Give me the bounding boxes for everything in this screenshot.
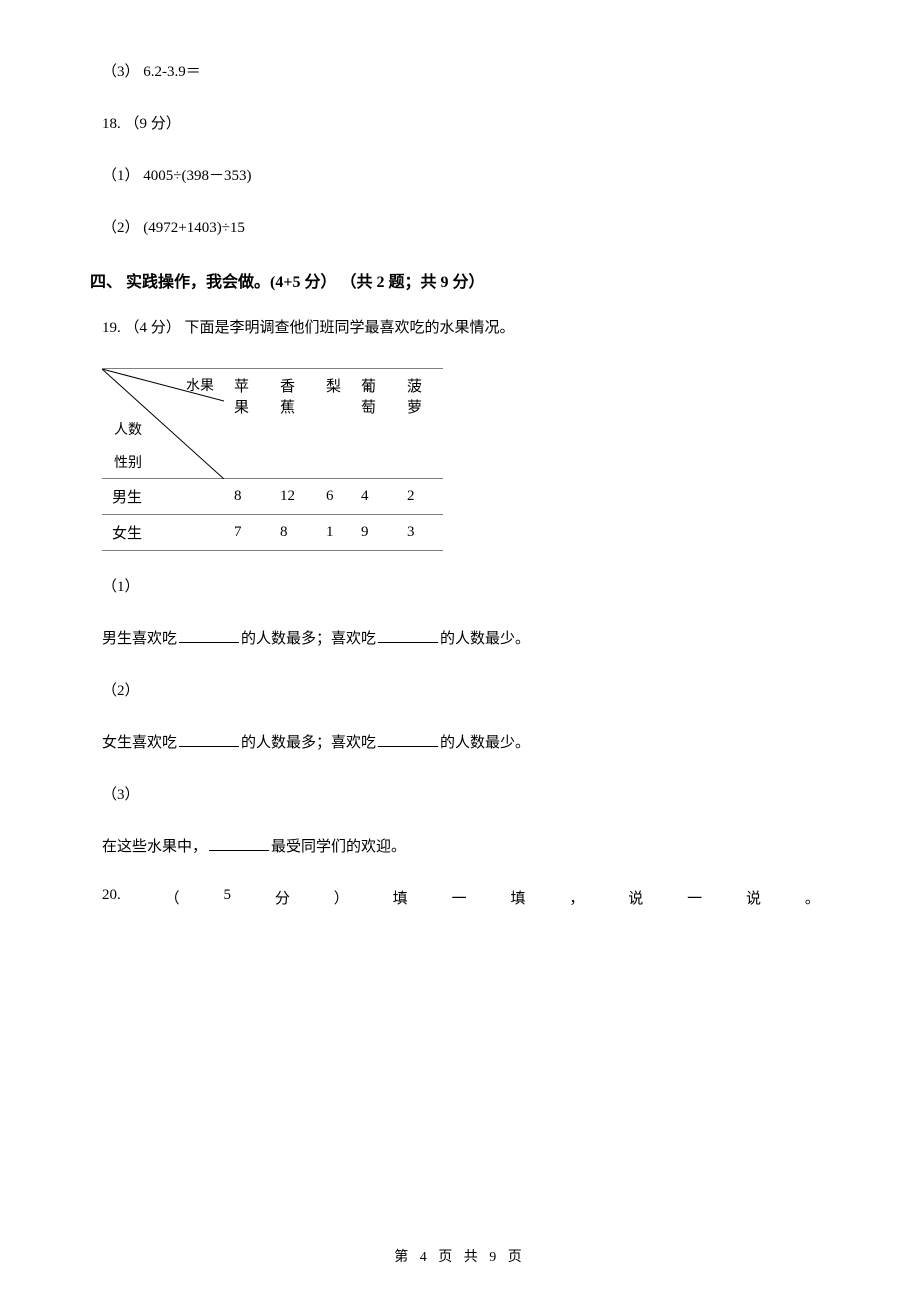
q20-line: 20. （ 5 分 ） 填 一 填 ， 说 一 说 。 <box>90 887 830 908</box>
table-row: 男生 8 12 6 4 2 <box>102 479 443 515</box>
c: （ <box>165 887 180 908</box>
c: 填 <box>393 887 408 908</box>
q18-sub1: （1） 4005÷(398－353) <box>90 164 830 188</box>
q19-head: 19. （4 分） 下面是李明调查他们班同学最喜欢吃的水果情况。 <box>90 316 830 340</box>
diag-label-mid: 人数 <box>114 419 142 439</box>
col-header: 葡萄 <box>351 369 397 479</box>
c: 说 <box>746 887 761 908</box>
col-header: 香蕉 <box>270 369 316 479</box>
c: 填 <box>510 887 525 908</box>
table-row: 水果 人数 性别 苹果 香蕉 梨 葡萄 菠萝 <box>102 369 443 479</box>
table-cell: 6 <box>316 479 351 515</box>
q17-sub3: （3） 6.2‐3.9＝ <box>90 60 830 84</box>
c: 分 <box>275 887 290 908</box>
diag-label-bot: 性别 <box>114 452 142 472</box>
row-label: 女生 <box>102 515 224 551</box>
diag-label-top: 水果 <box>186 375 214 395</box>
q19-2-text: 女生喜欢吃 的人数最多；喜欢吃 的人数最少。 <box>90 731 830 755</box>
table-cell: 7 <box>224 515 270 551</box>
row-label: 男生 <box>102 479 224 515</box>
diagonal-header-cell: 水果 人数 性别 <box>102 369 224 479</box>
q19-1-text: 男生喜欢吃 的人数最多；喜欢吃 的人数最少。 <box>90 627 830 651</box>
text: 的人数最多；喜欢吃 <box>241 735 376 751</box>
table-cell: 12 <box>270 479 316 515</box>
section4-head: 四、 实践操作，我会做。(4+5 分） （共 2 题；共 9 分） <box>90 268 830 292</box>
text: 男生喜欢吃 <box>102 631 177 647</box>
blank <box>378 733 438 747</box>
q19-3-num: （3） <box>90 783 830 807</box>
c: 一 <box>687 887 702 908</box>
table-cell: 4 <box>351 479 397 515</box>
col-header: 梨 <box>316 369 351 479</box>
c: ） <box>334 887 349 908</box>
table-cell: 2 <box>397 479 443 515</box>
text: 的人数最少。 <box>440 631 530 647</box>
blank <box>209 837 269 851</box>
q19-3-text: 在这些水果中， 最受同学们的欢迎。 <box>90 835 830 859</box>
c: 。 <box>805 887 820 908</box>
c: ， <box>569 887 584 908</box>
c: 一 <box>452 887 467 908</box>
col-header: 菠萝 <box>397 369 443 479</box>
q19-2-num: （2） <box>90 679 830 703</box>
table-cell: 8 <box>224 479 270 515</box>
blank <box>179 629 239 643</box>
q19-1-num: （1） <box>90 575 830 599</box>
table-cell: 3 <box>397 515 443 551</box>
c: 5 <box>224 887 232 908</box>
page-footer: 第 4 页 共 9 页 <box>0 1246 920 1266</box>
text: 在这些水果中， <box>102 839 207 855</box>
table-cell: 8 <box>270 515 316 551</box>
text: 女生喜欢吃 <box>102 735 177 751</box>
blank <box>378 629 438 643</box>
q18-sub2: （2） (4972+1403)÷15 <box>90 216 830 240</box>
text: 的人数最少。 <box>440 735 530 751</box>
c: 说 <box>628 887 643 908</box>
text: 的人数最多；喜欢吃 <box>241 631 376 647</box>
text: 最受同学们的欢迎。 <box>271 839 406 855</box>
blank <box>179 733 239 747</box>
table-cell: 9 <box>351 515 397 551</box>
c: 20. <box>102 887 121 908</box>
table-cell: 1 <box>316 515 351 551</box>
col-header: 苹果 <box>224 369 270 479</box>
q18-head: 18. （9 分） <box>90 112 830 136</box>
fruit-table: 水果 人数 性别 苹果 香蕉 梨 葡萄 菠萝 男生 8 12 6 4 2 女生 … <box>102 368 830 551</box>
table-row: 女生 7 8 1 9 3 <box>102 515 443 551</box>
